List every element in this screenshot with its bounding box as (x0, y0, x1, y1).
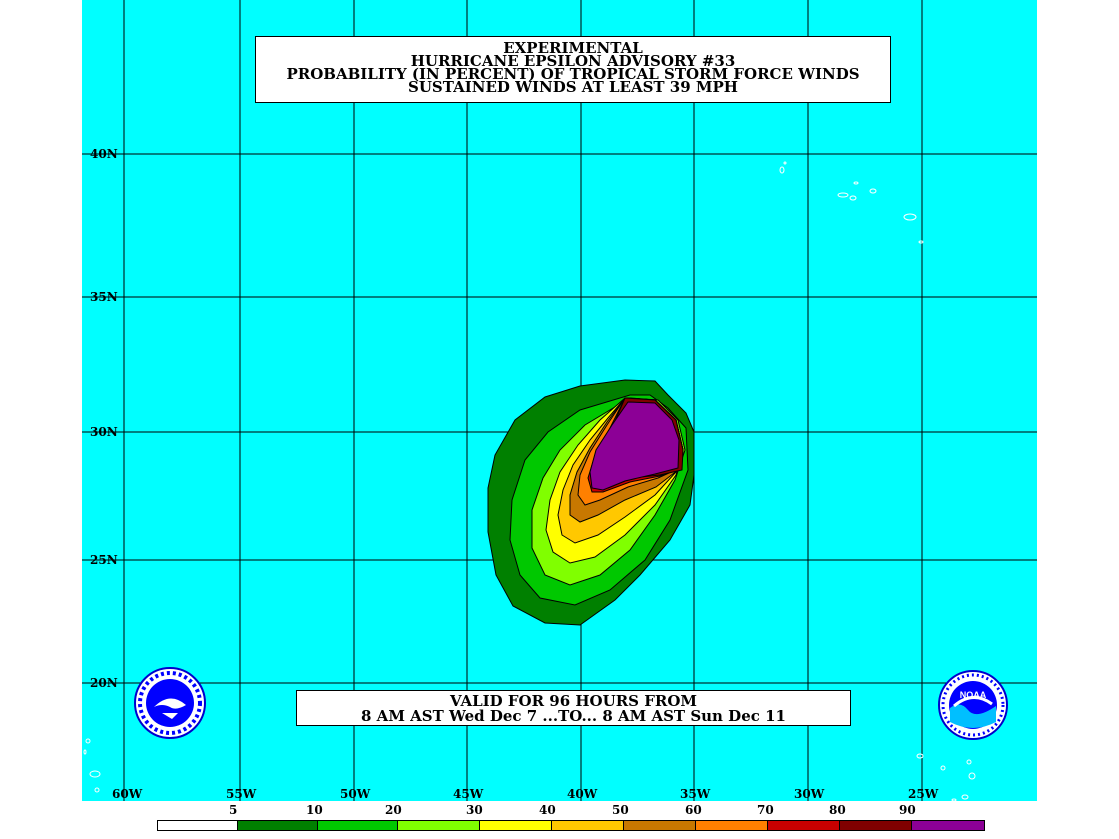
island-outlines (83, 161, 976, 802)
lon-label-60w: 60W (112, 787, 143, 801)
valid-line-2: 8 AM AST Wed Dec 7 ...TO... 8 AM AST Sun… (361, 707, 786, 725)
lat-label-20n: 20N (90, 676, 118, 690)
title-box: EXPERIMENTAL HURRICANE EPSILON ADVISORY … (255, 36, 891, 103)
legend-swatch (158, 821, 238, 830)
legend-label-10: 10 (306, 803, 323, 817)
lon-label-30w: 30W (794, 787, 825, 801)
legend-color-bar (157, 820, 985, 831)
nws-logo (134, 667, 206, 739)
title-line-1: EXPERIMENTAL (503, 39, 643, 57)
legend-label-30: 30 (466, 803, 483, 817)
legend-swatch (768, 821, 840, 830)
legend-swatch (398, 821, 480, 830)
lon-label-40w: 40W (567, 787, 598, 801)
legend-label-60: 60 (685, 803, 702, 817)
legend-label-40: 40 (539, 803, 556, 817)
lat-label-25n: 25N (90, 553, 118, 567)
legend-swatch (480, 821, 552, 830)
noaa-logo: NOAA (938, 670, 1008, 740)
contour-90-plus (589, 401, 680, 491)
legend-label-90: 90 (899, 803, 916, 817)
legend-swatch (912, 821, 984, 830)
title-line-3: PROBABILITY (IN PERCENT) OF TROPICAL STO… (286, 65, 860, 83)
legend-label-20: 20 (385, 803, 402, 817)
lon-label-25w: 25W (908, 787, 939, 801)
legend-swatch (238, 821, 318, 830)
legend-swatch (318, 821, 398, 830)
legend-swatch (840, 821, 912, 830)
legend-label-70: 70 (757, 803, 774, 817)
lat-label-35n: 35N (90, 290, 118, 304)
legend-label-5: 5 (229, 803, 238, 817)
lat-label-30n: 30N (90, 425, 118, 439)
probability-contours (487, 379, 695, 626)
title-line-4: SUSTAINED WINDS AT LEAST 39 MPH (408, 78, 738, 96)
legend-swatch (552, 821, 624, 830)
legend-swatch (624, 821, 696, 830)
lon-label-35w: 35W (680, 787, 711, 801)
legend-swatch (696, 821, 768, 830)
legend-label-80: 80 (829, 803, 846, 817)
valid-line-1: VALID FOR 96 HOURS FROM (449, 692, 698, 710)
lon-label-55w: 55W (226, 787, 257, 801)
lon-label-50w: 50W (340, 787, 371, 801)
noaa-logo-text: NOAA (960, 690, 987, 700)
lon-label-45w: 45W (453, 787, 484, 801)
lat-label-40n: 40N (90, 147, 118, 161)
valid-time-box: VALID FOR 96 HOURS FROM 8 AM AST Wed Dec… (296, 690, 851, 726)
legend-label-50: 50 (612, 803, 629, 817)
title-line-2: HURRICANE EPSILON ADVISORY #33 (410, 52, 736, 70)
